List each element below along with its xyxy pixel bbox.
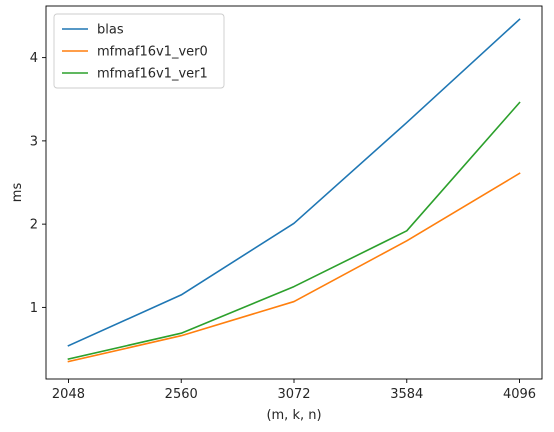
y-tick-label: 4 <box>30 51 38 66</box>
legend-entry: blas <box>97 23 124 38</box>
series-line-1 <box>67 172 521 363</box>
series-line-2 <box>67 101 521 360</box>
legend-entry: mfmaf16v1_ver1 <box>97 67 208 82</box>
y-axis-label: ms <box>10 183 25 203</box>
x-tick-label: 2560 <box>165 387 198 402</box>
legend-entry: mfmaf16v1_ver0 <box>97 45 208 60</box>
x-tick-label: 4096 <box>503 387 536 402</box>
series-line-0 <box>67 18 521 347</box>
y-tick-label: 3 <box>30 134 38 149</box>
x-tick-label: 2048 <box>52 387 85 402</box>
plot-area <box>67 18 521 363</box>
legend-box <box>53 13 225 89</box>
axes: 2048 2560 3072 3584 4096 1 2 3 4 <box>30 5 543 402</box>
x-axis-label: (m, k, n) <box>266 408 321 423</box>
y-tick-label: 1 <box>30 301 38 316</box>
x-tick-label: 3584 <box>390 387 423 402</box>
x-tick-label: 3072 <box>277 387 310 402</box>
legend: blas mfmaf16v1_ver0 mfmaf16v1_ver1 <box>53 13 225 89</box>
y-tick-label: 2 <box>30 218 38 233</box>
